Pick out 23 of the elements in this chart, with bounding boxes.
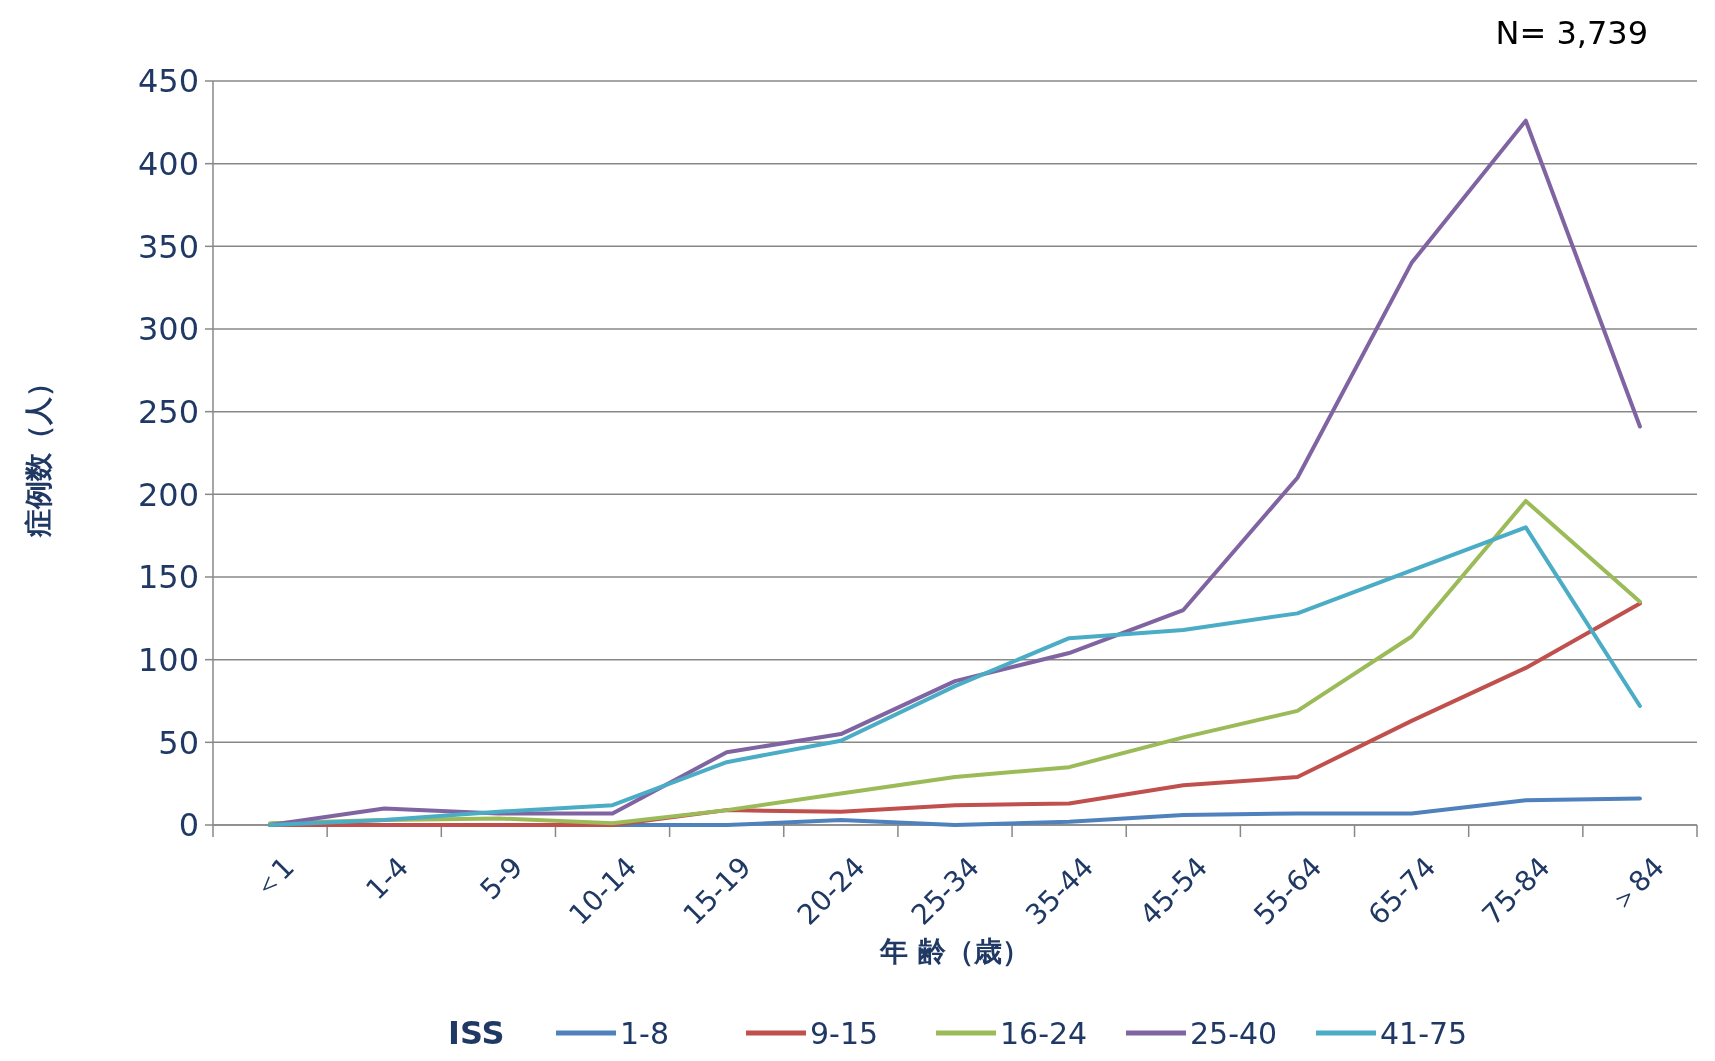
legend-label: 25-40 (1190, 1015, 1278, 1051)
x-tick-label: 1-4 (359, 850, 416, 907)
y-tick-label: 100 (137, 640, 199, 679)
x-tick-label: 5-9 (473, 850, 530, 907)
y-tick-label: 450 (137, 62, 199, 101)
x-axis-title: 年 齢（歳） (879, 935, 1030, 968)
y-axis-title: 症例数（人） (22, 369, 55, 538)
y-tick-label: 50 (158, 723, 199, 762)
legend-label: 41-75 (1380, 1015, 1468, 1051)
legend-label: 9-15 (810, 1015, 879, 1051)
y-tick-label: 200 (137, 475, 199, 514)
legend-label: 1-8 (620, 1015, 669, 1051)
y-tick-label: 250 (137, 392, 199, 431)
text: N= 3,739 (1495, 14, 1648, 52)
y-tick-label: 400 (137, 144, 199, 183)
y-tick-label: 300 (137, 310, 199, 349)
y-tick-label: 350 (137, 227, 199, 266)
y-tick-label: 150 (137, 558, 199, 597)
x-tick-label: ＞84 (1602, 850, 1671, 919)
x-tick-label: ＜1 (245, 850, 301, 907)
y-tick-label: 0 (178, 806, 199, 845)
legend-title: ISS (448, 1014, 505, 1053)
legend-label: 16-24 (1000, 1015, 1088, 1051)
